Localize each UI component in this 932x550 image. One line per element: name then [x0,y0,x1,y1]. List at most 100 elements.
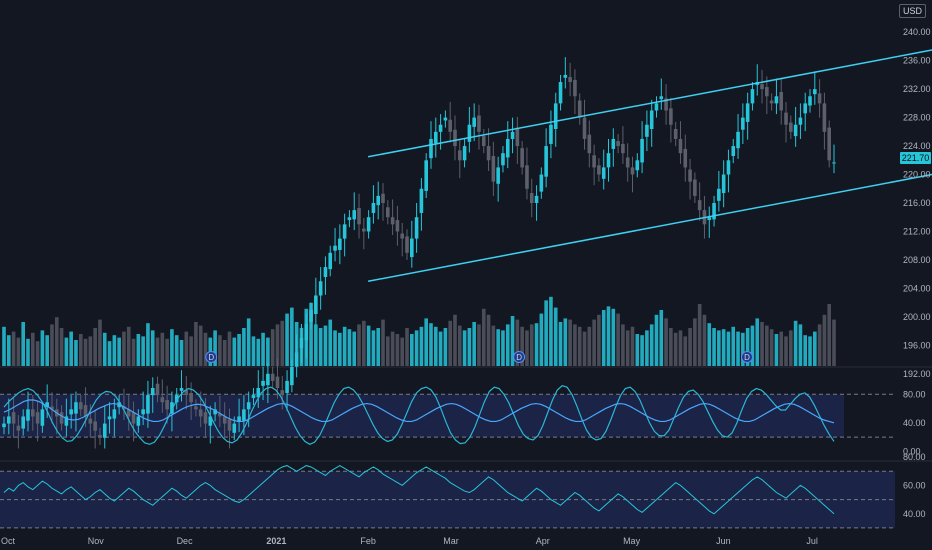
candle-body [170,402,174,414]
channel-upper-line [367,49,932,158]
dividend-marker[interactable]: D [513,351,526,363]
candle-body [270,373,275,381]
candle-body [126,409,131,417]
candle-body [534,195,539,203]
volume-bar [721,329,726,366]
volume-bar [664,318,668,366]
candle-body [64,416,69,426]
volume-bar [597,314,601,366]
candle-body [357,207,361,225]
candle-body [74,402,78,414]
candle-body [683,148,688,168]
candle-body [333,245,337,251]
volume-bar [232,337,237,366]
volume-bar [179,340,184,366]
candle-body [726,160,731,175]
candle-body [765,87,769,97]
volume-bar [102,332,107,366]
volume-bar [266,337,270,366]
volume-bar [688,328,692,366]
volume-bar [529,324,534,366]
candle-body [721,174,726,194]
volume-bar [457,325,462,366]
time-axis-tick: 2021 [266,536,286,546]
candle-body [664,98,668,111]
volume-bar [496,329,500,366]
candle-body [832,162,836,164]
volume-bar [611,308,616,366]
price-axis-tick: 192.00 [903,369,931,379]
candle-body [798,117,803,125]
candle-body [477,115,481,132]
stoch-axis-tick: 0.00 [903,446,921,456]
trend-channel[interactable] [367,49,932,283]
candle-body [601,167,606,179]
volume-bar [126,326,131,366]
volume-bar [400,337,405,366]
candle-body [654,103,659,111]
candle-body [362,228,366,232]
candle-body [232,423,237,433]
dividend-marker-label: D [516,353,522,362]
volume-bar [275,324,280,366]
volume-bar [803,335,808,366]
dividend-marker[interactable]: D [205,351,218,363]
volume-bar [246,318,251,366]
candle-body [208,416,213,426]
price-axis-tick: 200.00 [903,312,931,322]
volume-bar [35,341,40,366]
volume-bar [726,331,731,366]
candle-body [50,406,54,410]
volume-bar [59,328,64,366]
volume-bar [309,302,313,366]
candle-body [568,77,572,83]
candle-body [779,92,784,111]
candle-body [539,174,544,192]
volume-bar [582,331,587,366]
candle-body [789,122,793,132]
candle-body [40,409,45,426]
dividend-marker-label: D [208,353,214,362]
volume-bar [6,335,11,366]
candle-body [481,136,486,147]
candle-body [433,131,438,144]
candle-body [45,402,49,408]
volume-bar [697,304,702,366]
volume-bar [227,331,232,366]
candle-body [693,179,697,196]
candle-body [640,138,644,163]
candle-body [707,217,712,221]
candle-body [304,323,309,341]
candle-body [222,416,227,424]
volume-bar [505,324,510,366]
candle-body [405,236,409,253]
dividend-marker[interactable]: D [741,351,754,363]
candle-body [424,160,428,191]
volume-bar [745,328,750,366]
price-axis-tick: 208.00 [903,255,931,265]
candle-body [218,413,222,417]
volume-bar [621,324,625,366]
candle-body [381,193,385,203]
candle-body [112,409,117,419]
volume-bar [218,335,222,366]
volume-bar [784,336,788,366]
candle-body [194,406,198,410]
candle-body [457,150,462,161]
volume-bar [817,324,822,366]
candle-body [6,416,11,424]
candle-body [78,402,83,410]
time-axis-tick: May [623,536,641,546]
volume-bar [779,331,784,366]
volume-bar [251,336,256,366]
candle-body [184,390,189,396]
volume-bar [155,337,160,366]
candle-body [299,338,304,349]
currency-button[interactable]: USD [898,4,926,18]
volume-bar [165,338,169,366]
price-axis-tick: 212.00 [903,226,931,236]
volume-bars [2,296,836,366]
dividend-marker-label: D [744,353,750,362]
